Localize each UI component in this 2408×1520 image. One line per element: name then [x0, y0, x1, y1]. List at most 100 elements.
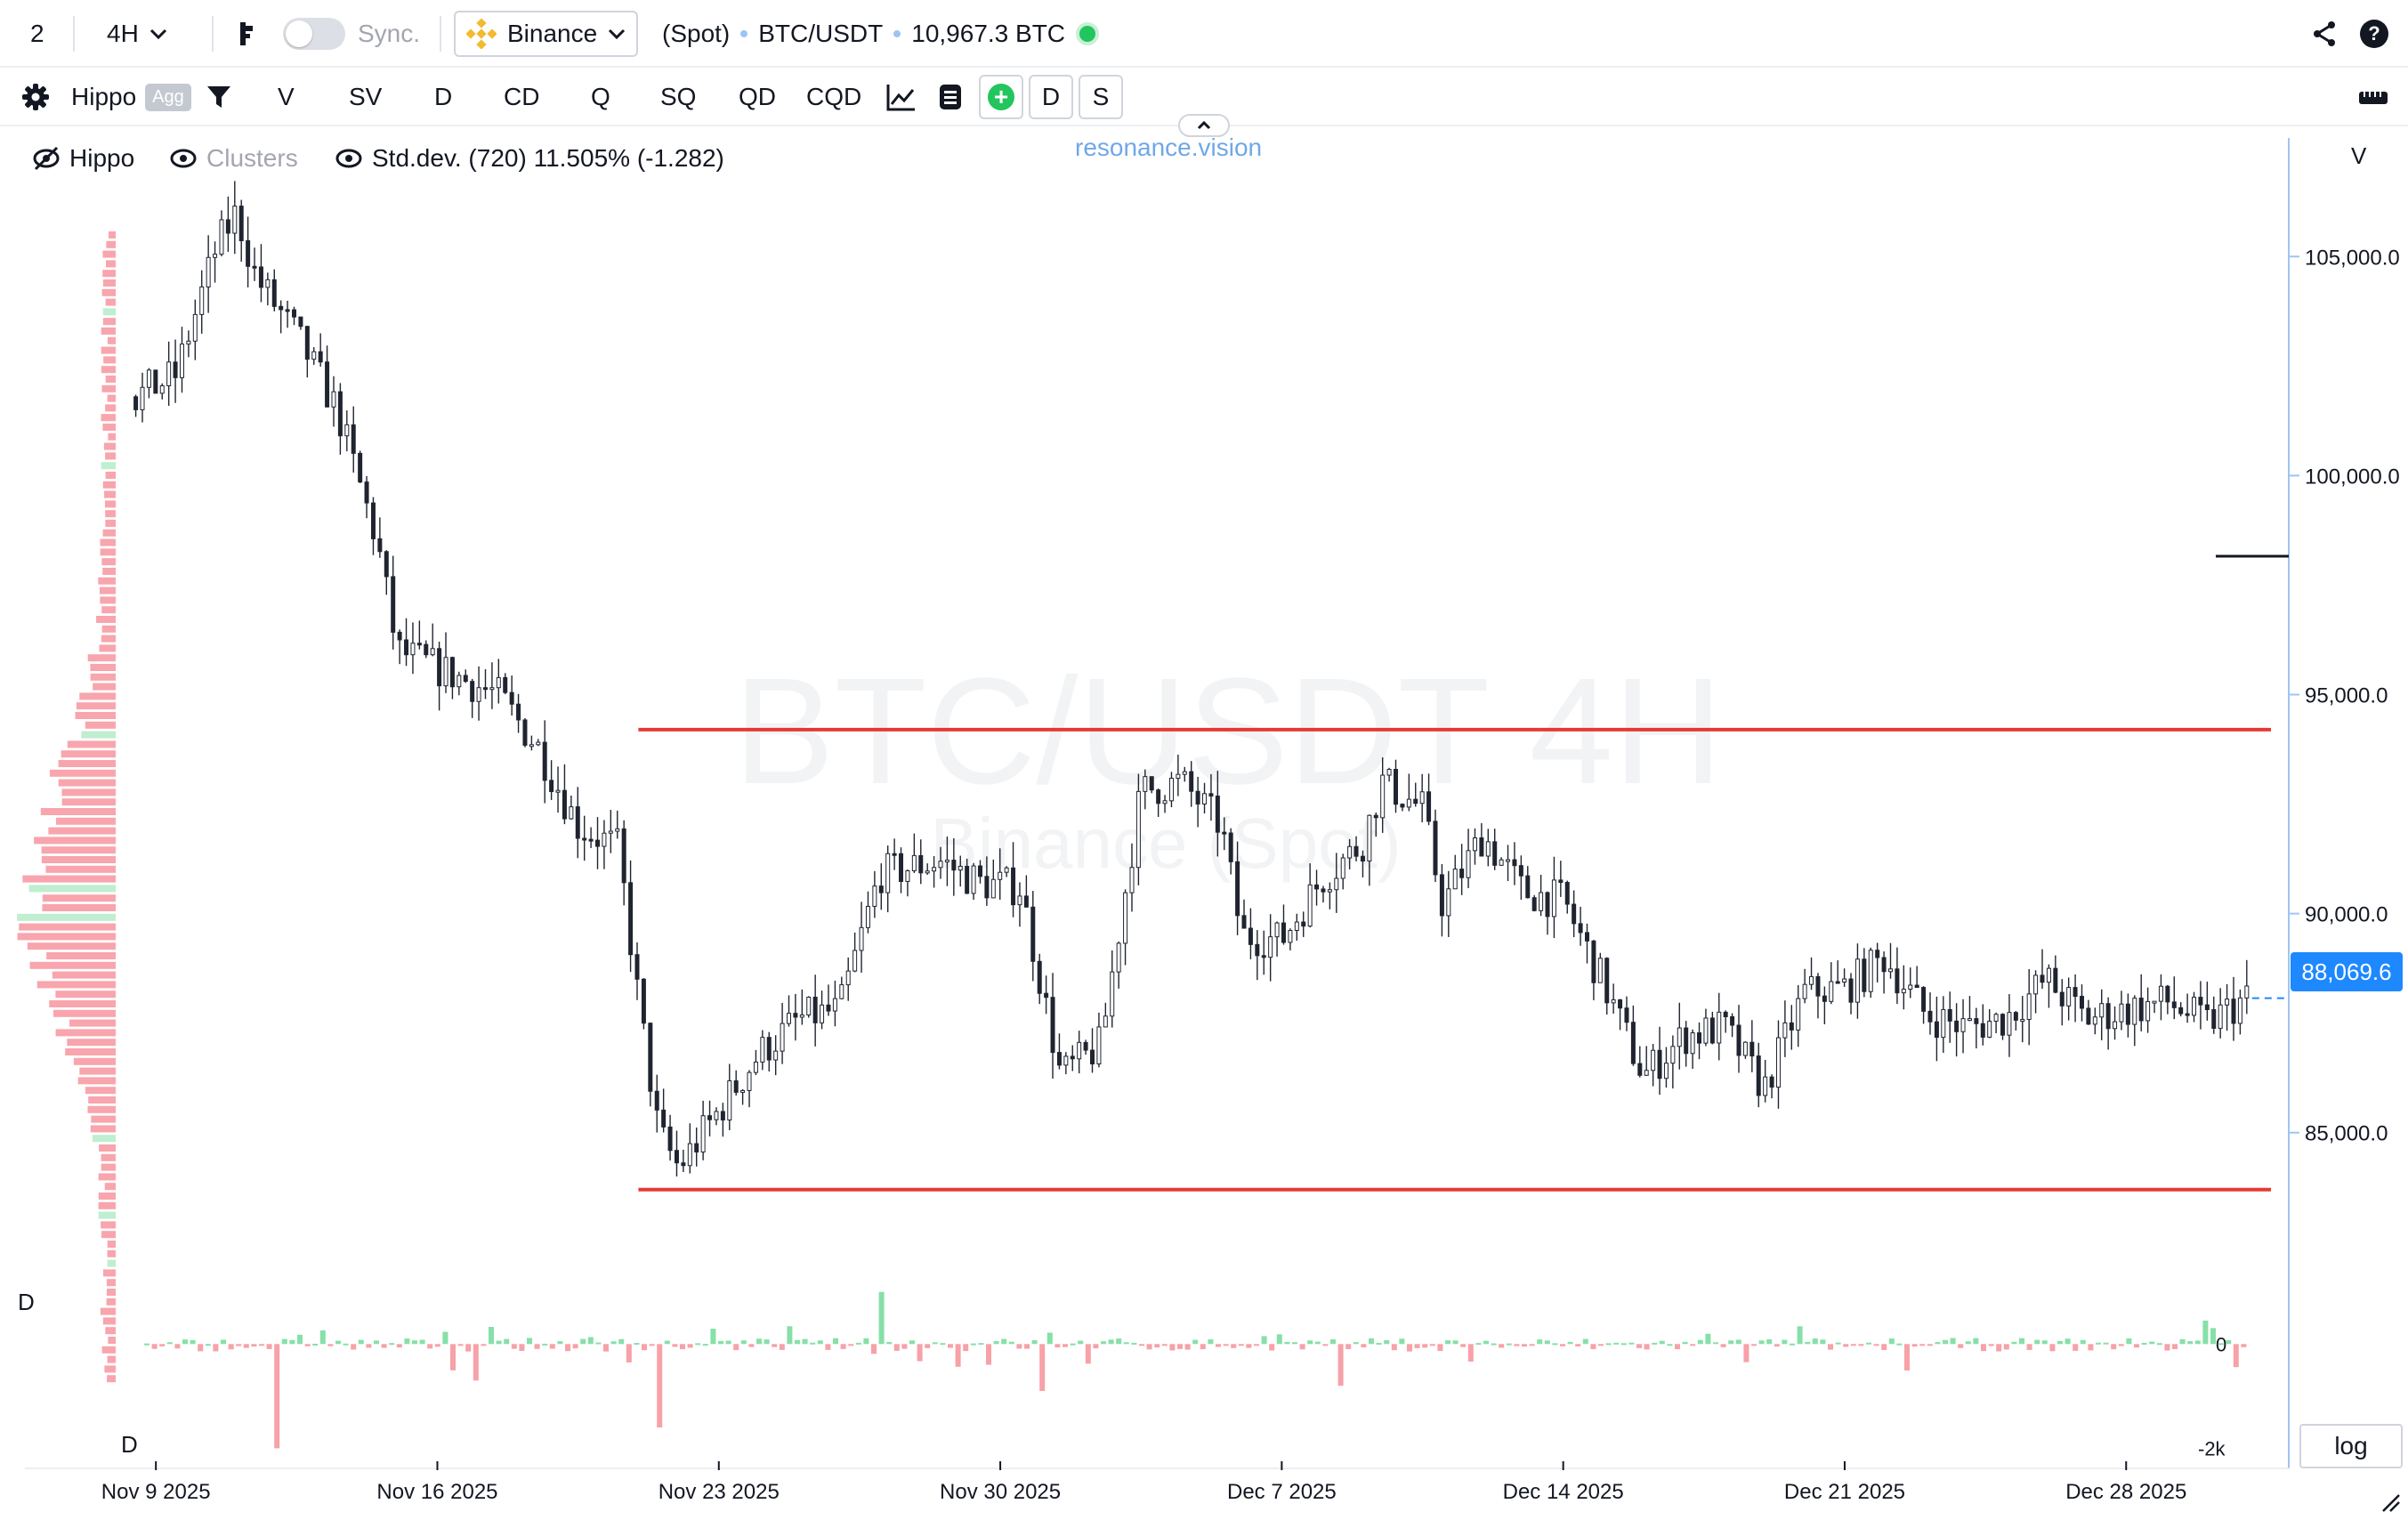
volume-profile-bar — [104, 490, 116, 498]
price-tick-label: 95,000.0 — [2305, 684, 2388, 708]
candle-body — [1406, 798, 1411, 808]
candle-body — [582, 837, 587, 841]
candle-body — [1340, 857, 1345, 879]
delta-bar — [1108, 1339, 1114, 1345]
legend-clusters[interactable]: Clusters — [169, 137, 298, 180]
delta-bar — [1429, 1344, 1435, 1346]
candle-body — [1901, 988, 1906, 994]
volume-profile-bar — [55, 817, 116, 825]
separator — [440, 16, 441, 52]
candle-body — [258, 266, 263, 288]
line-chart-icon[interactable] — [886, 68, 917, 126]
volume-profile-bar — [98, 1173, 116, 1181]
volume-profile-bar — [79, 692, 116, 700]
legend-hippo[interactable]: Hippo — [32, 137, 134, 180]
candle-body — [1077, 1041, 1082, 1060]
notes-icon[interactable] — [938, 68, 963, 126]
candle-body — [1301, 921, 1306, 927]
volume-profile-bar — [105, 1327, 116, 1335]
candle-body — [845, 970, 851, 986]
chart-type-icon[interactable] — [238, 0, 256, 68]
volume-profile-bar — [98, 1211, 116, 1219]
resize-handle-icon[interactable] — [2381, 1493, 2401, 1518]
candle-body — [766, 1037, 772, 1061]
delta-tick-label: -2k — [2198, 1437, 2226, 1459]
mode-button-v[interactable]: V — [278, 83, 295, 110]
candle-body — [977, 865, 982, 877]
volume-profile-bar — [28, 885, 117, 893]
volume-profile-bar — [105, 472, 116, 479]
delta-bar — [603, 1344, 609, 1352]
exchange-label: Binance — [507, 20, 598, 47]
help-icon[interactable]: ? — [2360, 0, 2388, 68]
add-indicator-button[interactable]: + — [979, 75, 1023, 119]
toggle-s-button[interactable]: S — [1079, 75, 1123, 119]
candle-body — [1083, 1041, 1088, 1051]
mode-button-q[interactable]: Q — [591, 83, 610, 110]
brand-link[interactable]: resonance.vision — [1075, 133, 1263, 161]
mode-button-d[interactable]: D — [434, 83, 453, 110]
mode-button-qd[interactable]: QD — [739, 83, 776, 110]
toggle-d-button[interactable]: D — [1029, 75, 1073, 119]
candle-body — [1604, 958, 1610, 1004]
collapse-toolbar-button[interactable] — [1178, 114, 1230, 137]
delta-bar — [871, 1344, 877, 1354]
indicator-select[interactable]: Hippo Agg — [71, 68, 191, 126]
candle-body — [1908, 984, 1913, 990]
sync-toggle[interactable]: Sync. — [283, 0, 420, 68]
delta-bar — [1943, 1339, 1948, 1345]
delta-bar — [2172, 1344, 2178, 1349]
volume-profile-bar — [49, 769, 116, 777]
ruler-icon[interactable] — [2358, 68, 2388, 126]
exchange-select[interactable]: Binance — [454, 11, 639, 57]
delta-bar — [1567, 1341, 1573, 1345]
symbol-info[interactable]: (Spot) BTC/USDT 10,967.3 BTC — [662, 0, 1100, 68]
candle-body — [971, 865, 976, 894]
log-scale-button[interactable]: log — [2299, 1424, 2403, 1468]
delta-bar — [1161, 1344, 1168, 1346]
volume-profile-bar — [106, 240, 116, 248]
delta-bar — [2065, 1338, 2071, 1345]
layout-count[interactable]: 2 — [30, 20, 44, 47]
delta-bar — [740, 1340, 747, 1345]
delta-bar — [489, 1326, 494, 1345]
volume-profile-bar — [29, 961, 116, 969]
mode-button-sv[interactable]: SV — [349, 83, 383, 110]
filter-icon[interactable] — [206, 68, 231, 126]
candle-body — [1096, 1026, 1102, 1065]
mode-button-sq[interactable]: SQ — [660, 83, 697, 110]
delta-bar — [2202, 1320, 2209, 1345]
delta-bar — [1850, 1344, 1856, 1346]
share-icon[interactable] — [2310, 0, 2339, 68]
volume-profile-bar — [42, 904, 116, 911]
symbol-label: BTC/USDT — [758, 20, 884, 47]
candle-body — [1835, 981, 1840, 984]
toggle-switch[interactable] — [283, 18, 345, 50]
volume-profile-bar — [85, 721, 116, 729]
delta-bar — [1399, 1338, 1405, 1345]
settings-gear-icon[interactable] — [21, 68, 50, 126]
candle-body — [911, 854, 917, 871]
candle-body — [575, 806, 580, 839]
candle-body — [279, 305, 284, 311]
candle-body — [1492, 841, 1498, 866]
candle-body — [1572, 903, 1577, 925]
volume-profile-bar — [102, 308, 116, 316]
candle-body — [159, 384, 165, 394]
candle-body — [140, 386, 145, 410]
candle-body — [509, 691, 514, 705]
delta-bar — [1598, 1344, 1604, 1346]
time-tick-label: Nov 16 2025 — [376, 1480, 497, 1504]
mode-button-cd[interactable]: CD — [504, 83, 540, 110]
legend-stddev[interactable]: Std.dev. (720) 11.505% (-1.282) — [335, 137, 724, 180]
candle-body — [1822, 995, 1827, 1002]
delta-bar — [1774, 1344, 1780, 1347]
agg-badge[interactable]: Agg — [145, 83, 191, 111]
candle-body — [1485, 841, 1491, 857]
delta-bar — [1919, 1344, 1926, 1346]
candle-body — [1208, 793, 1214, 797]
mode-button-cqd[interactable]: CQD — [806, 83, 862, 110]
interval-select[interactable]: 4H — [107, 0, 167, 68]
